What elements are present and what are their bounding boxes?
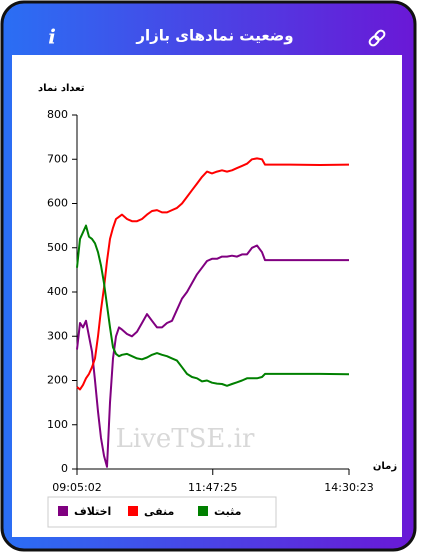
x-tick-label: 09:05:02 [52, 481, 101, 494]
x-tick-label: 11:47:25 [188, 481, 237, 494]
series-line [76, 224, 350, 387]
legend-swatch [58, 506, 68, 516]
link-icon[interactable] [368, 29, 386, 47]
y-tick-label: 700 [47, 152, 68, 165]
panel [12, 55, 402, 537]
x-tick-label: 14:30:23 [324, 481, 373, 494]
y-tick-label: 0 [61, 462, 68, 475]
info-icon[interactable]: i [48, 25, 56, 49]
x-axis-label: زمان [373, 461, 397, 472]
legend [47, 496, 277, 528]
legend-label: مثبت [214, 505, 241, 518]
y-tick-label: 200 [47, 374, 68, 387]
y-tick-label: 100 [47, 418, 68, 431]
y-tick-label: 400 [47, 285, 68, 298]
y-tick-label: 800 [47, 108, 68, 121]
y-axis-label: تعداد نماد [38, 83, 85, 94]
y-tick-label: 600 [47, 197, 68, 210]
legend-label: منفی [144, 505, 174, 518]
series-line [76, 244, 349, 468]
y-tick-label: 500 [47, 241, 68, 254]
series-line [76, 157, 350, 391]
watermark: LiveTSE.ir [116, 424, 255, 454]
header-title: وضعیت نمادهای بازار [135, 27, 293, 45]
legend-swatch [198, 506, 208, 516]
legend-label: اختلاف [74, 505, 111, 518]
y-tick-label: 300 [47, 329, 68, 342]
legend-swatch [128, 506, 138, 516]
